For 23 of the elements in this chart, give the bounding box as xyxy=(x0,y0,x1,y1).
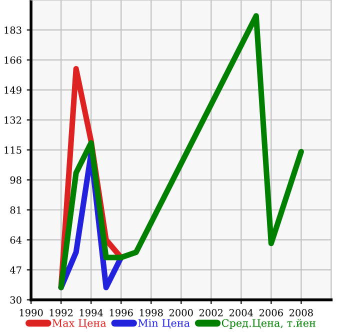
y-tick-label: 98 xyxy=(10,176,22,184)
y-tick-label: 47 xyxy=(10,266,22,274)
x-tick-label: 2006 xyxy=(259,309,283,316)
x-tick-label: 1992 xyxy=(50,309,72,316)
y-tick-label: 149 xyxy=(4,86,22,94)
x-tick-label: 1990 xyxy=(20,309,43,316)
x-tick-label: 2000 xyxy=(169,309,193,316)
x-tick-label: 2002 xyxy=(199,309,223,316)
x-tick-label: 1996 xyxy=(110,309,133,316)
y-tick-label: 81 xyxy=(10,206,21,214)
legend-label: Min Цена xyxy=(138,319,190,328)
y-tick-label: 132 xyxy=(4,116,22,124)
y-tick-label: 64 xyxy=(10,236,22,244)
y-tick-label: 183 xyxy=(4,26,22,34)
legend-label: Сред.Цена, т.йен xyxy=(222,319,316,329)
y-tick-label: 30 xyxy=(10,296,22,304)
y-tick-label: 115 xyxy=(4,146,22,154)
x-tick-label: 1994 xyxy=(80,309,103,316)
y-tick-label: 166 xyxy=(4,56,22,64)
x-tick-label: 2004 xyxy=(229,309,254,316)
x-tick-label: 1998 xyxy=(140,309,163,316)
legend-label: Max Цена xyxy=(52,319,106,328)
x-tick-label: 2008 xyxy=(289,309,313,316)
